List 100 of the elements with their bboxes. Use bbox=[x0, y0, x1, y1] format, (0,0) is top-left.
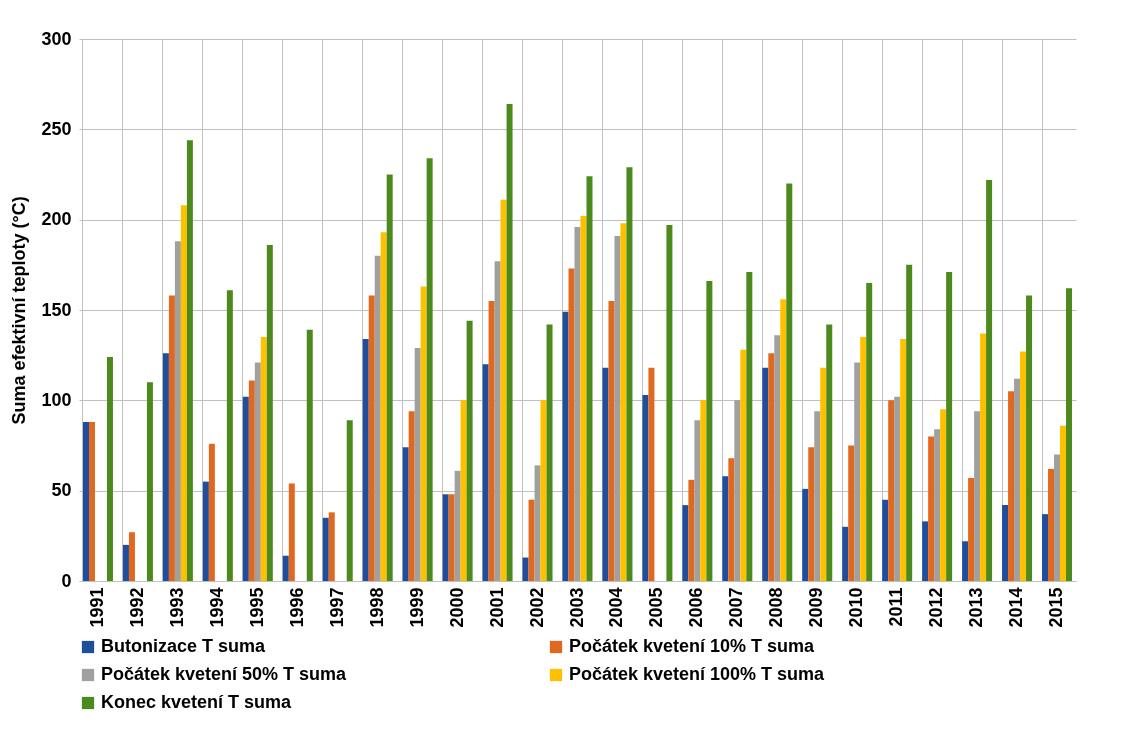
bar bbox=[168, 295, 175, 581]
bar bbox=[746, 272, 753, 581]
bar bbox=[814, 411, 821, 581]
bar bbox=[1048, 468, 1055, 581]
legend-label: Počátek kvetení 10% T suma bbox=[569, 636, 816, 656]
bar bbox=[608, 300, 615, 581]
x-tick-label: 2001 bbox=[486, 587, 507, 628]
bar bbox=[980, 333, 987, 581]
bar bbox=[362, 338, 369, 581]
bar bbox=[88, 422, 95, 581]
bar bbox=[1002, 505, 1009, 581]
bar bbox=[460, 400, 467, 581]
bar bbox=[374, 255, 381, 581]
y-tick-label: 200 bbox=[41, 209, 72, 230]
bar bbox=[420, 286, 427, 581]
bar bbox=[780, 299, 787, 581]
bar bbox=[426, 158, 433, 581]
bar bbox=[740, 349, 747, 581]
bar bbox=[802, 488, 809, 581]
x-tick-label: 2015 bbox=[1046, 587, 1067, 628]
x-tick-label: 1994 bbox=[206, 587, 227, 628]
bar bbox=[282, 555, 289, 581]
bar bbox=[408, 411, 415, 581]
bar bbox=[494, 261, 501, 581]
bar bbox=[614, 235, 621, 581]
bar bbox=[774, 335, 781, 581]
x-tick-label: 2012 bbox=[926, 587, 947, 628]
bar bbox=[106, 356, 113, 581]
x-tick-label: 1993 bbox=[166, 587, 187, 628]
legend-label: Počátek kvetení 50% T suma bbox=[101, 664, 348, 684]
x-tick-label: 2014 bbox=[1006, 587, 1027, 628]
bar bbox=[820, 367, 827, 581]
legend-label: Konec kvetení T suma bbox=[101, 692, 293, 712]
bar bbox=[1060, 425, 1067, 581]
bar bbox=[442, 494, 449, 581]
bar bbox=[826, 324, 833, 581]
bar bbox=[83, 422, 89, 581]
x-tick-label: 1998 bbox=[366, 587, 387, 628]
bar bbox=[328, 512, 335, 581]
bar bbox=[762, 367, 769, 581]
bar bbox=[322, 517, 329, 581]
y-tick-label: 150 bbox=[41, 299, 72, 320]
y-tick-label: 50 bbox=[51, 480, 72, 501]
bar bbox=[454, 470, 461, 581]
bar bbox=[860, 337, 867, 581]
x-tick-label: 1995 bbox=[246, 587, 267, 628]
bar bbox=[506, 104, 513, 581]
bar bbox=[208, 443, 215, 581]
bar bbox=[500, 199, 507, 581]
bar bbox=[866, 282, 873, 581]
bar bbox=[380, 232, 387, 581]
bar bbox=[1066, 288, 1072, 581]
x-tick-label: 2004 bbox=[606, 587, 627, 628]
bar bbox=[202, 481, 209, 581]
bar bbox=[962, 541, 969, 581]
bar bbox=[546, 324, 553, 581]
bar bbox=[482, 364, 489, 581]
bar bbox=[694, 420, 701, 581]
bar bbox=[626, 167, 633, 581]
bar bbox=[928, 436, 935, 581]
bar bbox=[854, 362, 861, 581]
bar bbox=[728, 458, 735, 581]
bar bbox=[174, 241, 181, 581]
bar bbox=[900, 338, 907, 581]
bar bbox=[642, 394, 649, 581]
bar bbox=[180, 205, 187, 581]
bar bbox=[288, 483, 295, 581]
bar bbox=[402, 447, 409, 581]
bar bbox=[128, 532, 135, 581]
bar bbox=[894, 396, 901, 581]
bar bbox=[734, 400, 741, 581]
bar bbox=[688, 479, 695, 581]
bar bbox=[586, 176, 593, 581]
bar bbox=[368, 295, 375, 581]
bar bbox=[580, 216, 587, 581]
bar bbox=[568, 268, 575, 581]
bar bbox=[528, 499, 535, 581]
bar bbox=[700, 400, 707, 581]
bar bbox=[934, 429, 941, 581]
bar bbox=[1054, 454, 1061, 581]
bar bbox=[1026, 295, 1033, 581]
bar bbox=[146, 382, 153, 581]
x-tick-label: 2005 bbox=[646, 587, 667, 628]
bar bbox=[842, 526, 849, 581]
bar bbox=[682, 505, 689, 581]
bar bbox=[448, 494, 455, 581]
x-tick-label: 2010 bbox=[846, 587, 867, 628]
bar bbox=[1042, 514, 1049, 581]
bar bbox=[346, 420, 353, 581]
y-tick-label: 300 bbox=[41, 28, 72, 49]
bar bbox=[786, 183, 793, 581]
x-tick-label: 2003 bbox=[566, 587, 587, 628]
bar bbox=[534, 465, 541, 581]
x-tick-label: 2007 bbox=[726, 587, 747, 628]
bar bbox=[248, 380, 255, 581]
bar bbox=[226, 290, 233, 581]
x-tick-label: 1999 bbox=[406, 587, 427, 628]
bar bbox=[162, 353, 169, 581]
y-tick-label: 0 bbox=[61, 570, 72, 591]
x-tick-label: 1996 bbox=[286, 587, 307, 628]
